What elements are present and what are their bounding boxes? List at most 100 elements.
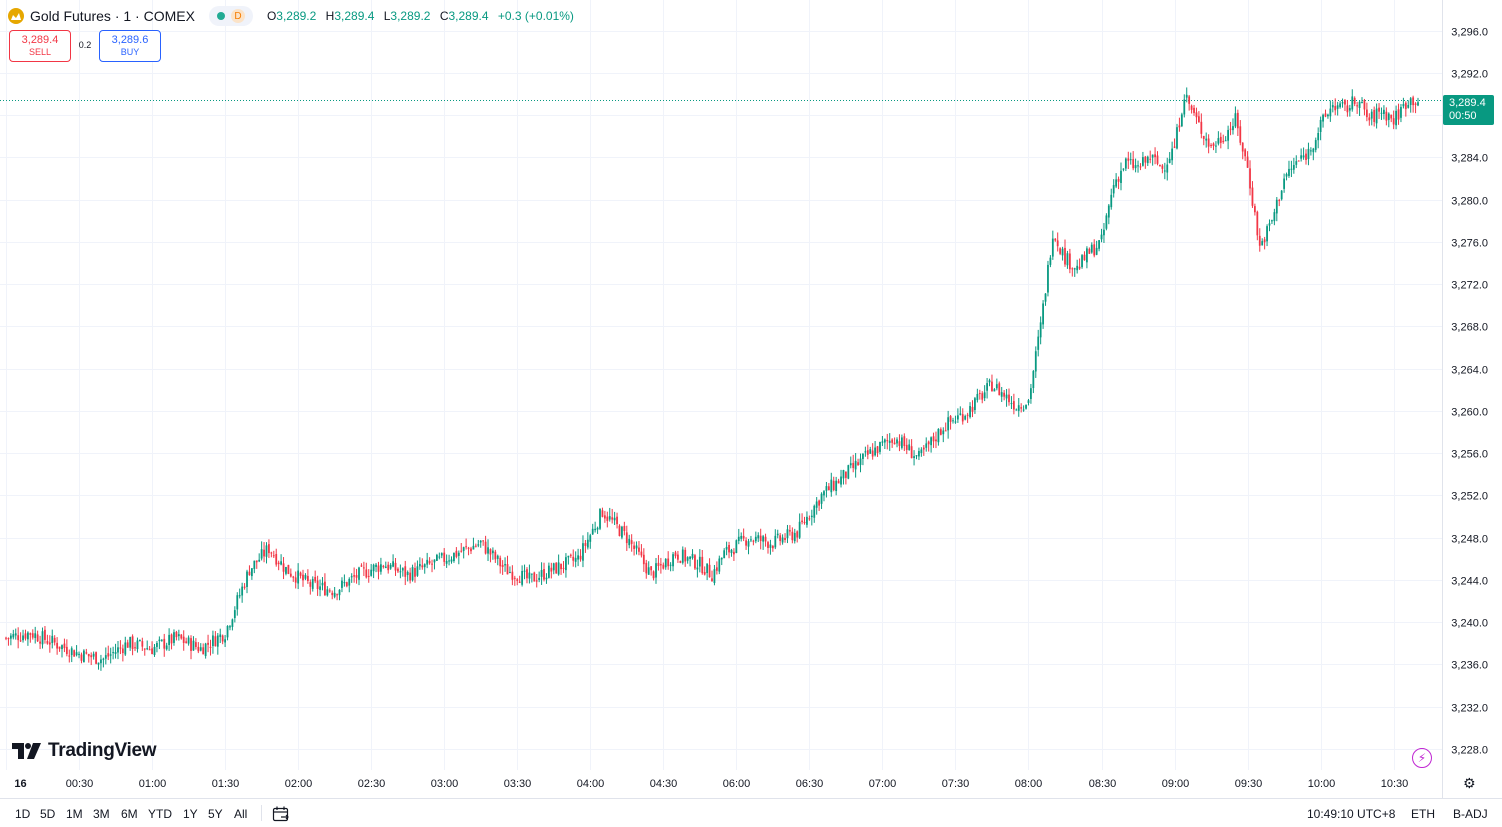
candle — [487, 539, 489, 562]
candle — [603, 510, 606, 523]
range-3m[interactable]: 3M — [93, 807, 110, 821]
candle — [978, 389, 981, 400]
candle — [618, 524, 621, 537]
sell-button[interactable]: 3,289.4 SELL — [9, 30, 71, 62]
buy-button[interactable]: 3,289.6 BUY — [99, 30, 161, 62]
candle — [224, 635, 227, 647]
adjustment-toggle[interactable]: B-ADJ — [1453, 807, 1488, 821]
candle — [1224, 136, 1227, 142]
session-toggle[interactable]: ETH — [1411, 807, 1435, 821]
candle — [737, 528, 740, 545]
range-5d[interactable]: 5D — [40, 807, 56, 821]
range-ytd[interactable]: YTD — [148, 807, 172, 821]
time-tick-label: 01:00 — [139, 778, 167, 790]
candle — [229, 624, 231, 631]
candle — [981, 391, 984, 404]
range-1d[interactable]: 1D — [15, 807, 31, 821]
candle — [214, 631, 217, 647]
candle — [304, 573, 307, 581]
candle — [1081, 254, 1083, 269]
gear-icon[interactable]: ⚙ — [1463, 775, 1476, 791]
candle — [190, 635, 192, 660]
symbol-title[interactable]: Gold Futures · 1 · COMEX — [30, 8, 195, 24]
candle — [1083, 251, 1086, 261]
candle — [998, 381, 1001, 396]
candle — [124, 636, 127, 656]
candle — [465, 538, 468, 550]
sell-label: SELL — [28, 47, 52, 57]
time-axis[interactable]: 16 00:30 01:00 01:30 02:00 02:30 03:00 03:30 04:… — [14, 778, 1408, 790]
candle — [1358, 100, 1361, 116]
candle — [535, 573, 538, 588]
range-5y[interactable]: 5Y — [208, 807, 223, 821]
candle — [221, 634, 224, 645]
candle — [1086, 246, 1088, 269]
candle — [659, 557, 662, 574]
candle — [109, 647, 112, 664]
range-6m[interactable]: 6M — [121, 807, 138, 821]
candle — [1275, 197, 1278, 222]
candle — [1305, 149, 1307, 165]
price-tick-label: 3,244.0 — [1451, 576, 1488, 588]
candle — [397, 567, 399, 573]
candle — [134, 642, 136, 652]
candle — [1271, 219, 1273, 224]
candle — [1100, 228, 1103, 243]
candle — [733, 548, 735, 561]
market-status[interactable]: D — [208, 6, 253, 26]
candle — [1017, 398, 1020, 417]
tradingview-logo[interactable]: TradingView — [12, 740, 157, 762]
candle — [606, 511, 609, 528]
candle — [662, 562, 665, 570]
range-1y[interactable]: 1Y — [183, 807, 198, 821]
candle — [355, 568, 358, 584]
candle — [1030, 383, 1032, 404]
candle — [48, 635, 51, 653]
candle — [31, 629, 34, 640]
candle — [947, 410, 950, 439]
candle — [1363, 98, 1366, 116]
candle — [392, 554, 394, 568]
candle — [406, 570, 409, 582]
candle — [1283, 173, 1286, 193]
candle — [1171, 141, 1174, 165]
candle — [457, 550, 460, 565]
candle — [83, 649, 85, 663]
candle — [1339, 101, 1341, 109]
candle — [326, 586, 329, 597]
candle — [891, 438, 894, 448]
candle — [538, 571, 541, 583]
range-all[interactable]: All — [234, 807, 248, 821]
candle — [767, 540, 769, 554]
candle — [411, 564, 414, 582]
candle — [823, 490, 825, 502]
candle — [1144, 155, 1147, 169]
sell-price: 3,289.4 — [21, 34, 59, 46]
candle — [1000, 386, 1003, 402]
candle — [180, 633, 183, 640]
candle — [319, 579, 321, 597]
calendar-goto-icon[interactable] — [272, 805, 290, 823]
candle — [509, 566, 511, 574]
candle — [696, 559, 699, 578]
candle — [302, 569, 304, 587]
price-chart[interactable]: 3,228.0 3,232.0 3,236.0 3,240.0 3,244.0 3,248… — [0, 0, 1502, 798]
lightning-icon[interactable]: ⚡ — [1412, 748, 1432, 768]
range-1m[interactable]: 1M — [66, 807, 83, 821]
candle — [341, 577, 343, 593]
candle — [231, 618, 234, 631]
candle — [720, 557, 723, 566]
candle — [1012, 393, 1015, 415]
clock-timezone[interactable]: 10:49:10 UTC+8 — [1307, 807, 1396, 821]
price-tick-label: 3,296.0 — [1451, 27, 1488, 39]
candle — [754, 531, 757, 544]
candle — [265, 542, 268, 564]
candle — [832, 476, 835, 492]
candle — [1273, 208, 1276, 226]
candle — [991, 374, 993, 392]
candle — [533, 571, 536, 582]
candle — [638, 541, 640, 556]
low-value: 3,289.2 — [390, 9, 431, 23]
candle — [34, 626, 37, 644]
candle — [226, 625, 229, 641]
